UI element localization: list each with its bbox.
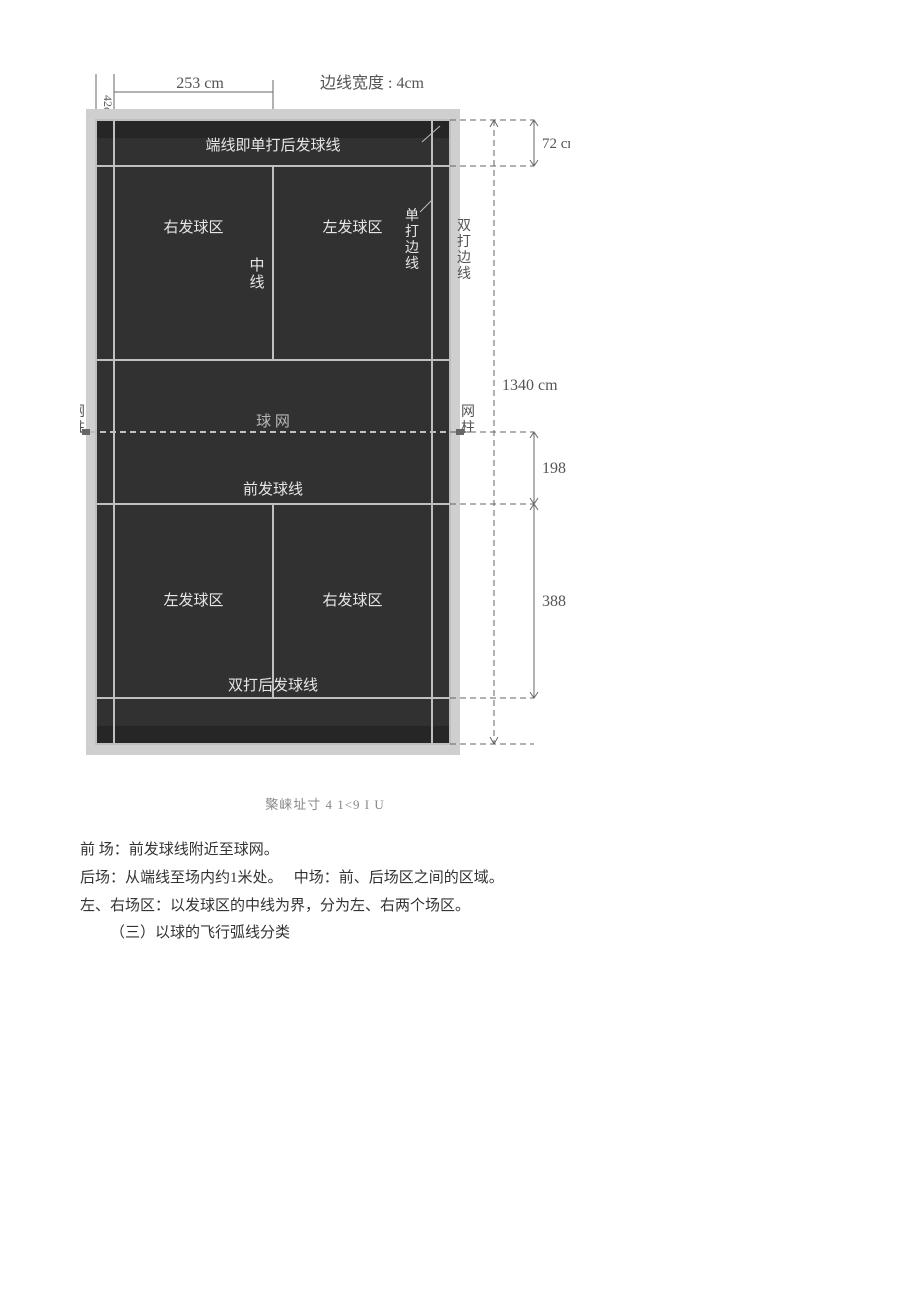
- svg-text:双打后发球线: 双打后发球线: [228, 677, 318, 694]
- figure-caption: 檠崃址寸 4 1<9 I U: [80, 794, 570, 813]
- svg-text:72 cm: 72 cm: [542, 136, 570, 152]
- svg-text:中: 中: [249, 257, 264, 274]
- svg-text:253 cm: 253 cm: [176, 75, 224, 92]
- svg-text:打: 打: [457, 233, 471, 250]
- para-mid-court: 中场：前、后场区之间的区域。: [294, 870, 504, 886]
- para-front-court: 前 场：前发球线附近至球网。: [80, 842, 279, 858]
- svg-text:前发球线: 前发球线: [243, 481, 303, 498]
- para-section-3: （三）以球的飞行弧线分类: [110, 925, 290, 941]
- svg-text:单: 单: [405, 208, 419, 224]
- svg-text:网: 网: [80, 405, 85, 420]
- svg-text:双: 双: [457, 218, 471, 234]
- svg-text:线: 线: [249, 274, 264, 291]
- svg-text:1340 cm: 1340 cm: [502, 377, 558, 394]
- court-drawing: 端线即单打后发球线右发球区左发球区中线单打边线双打边线网柱网柱球 网前发球线左发…: [80, 109, 475, 755]
- svg-text:边: 边: [405, 240, 419, 256]
- svg-text:右发球区: 右发球区: [322, 592, 382, 609]
- svg-text:边线宽度 : 4cm: 边线宽度 : 4cm: [320, 74, 425, 92]
- para-left-right: 左、右场区：以发球区的中线为界，分为左、右两个场区。: [80, 898, 470, 914]
- svg-text:端线即单打后发球线: 端线即单打后发球线: [205, 137, 340, 154]
- svg-text:边: 边: [457, 250, 471, 266]
- svg-text:打: 打: [405, 223, 419, 240]
- court-diagram: 42cm253 cm边线宽度 : 4cm 端线即单打后发球线右发球区左发球区中线…: [80, 60, 570, 766]
- svg-text:网: 网: [461, 405, 475, 420]
- svg-text:左发球区: 左发球区: [322, 219, 382, 236]
- para-back-court: 后场：从端线至场内约1米处。: [80, 870, 283, 886]
- svg-text:左发球区: 左发球区: [163, 592, 223, 609]
- svg-text:右发球区: 右发球区: [163, 219, 223, 236]
- svg-text:球 网: 球 网: [256, 413, 290, 430]
- body-text: 前 场：前发球线附近至球网。 后场：从端线至场内约1米处。 中场：前、后场区之间…: [80, 837, 840, 948]
- svg-text:388 cm: 388 cm: [542, 593, 570, 610]
- svg-text:线: 线: [405, 256, 419, 272]
- svg-text:198 cm: 198 cm: [542, 460, 570, 477]
- svg-text:线: 线: [457, 266, 471, 282]
